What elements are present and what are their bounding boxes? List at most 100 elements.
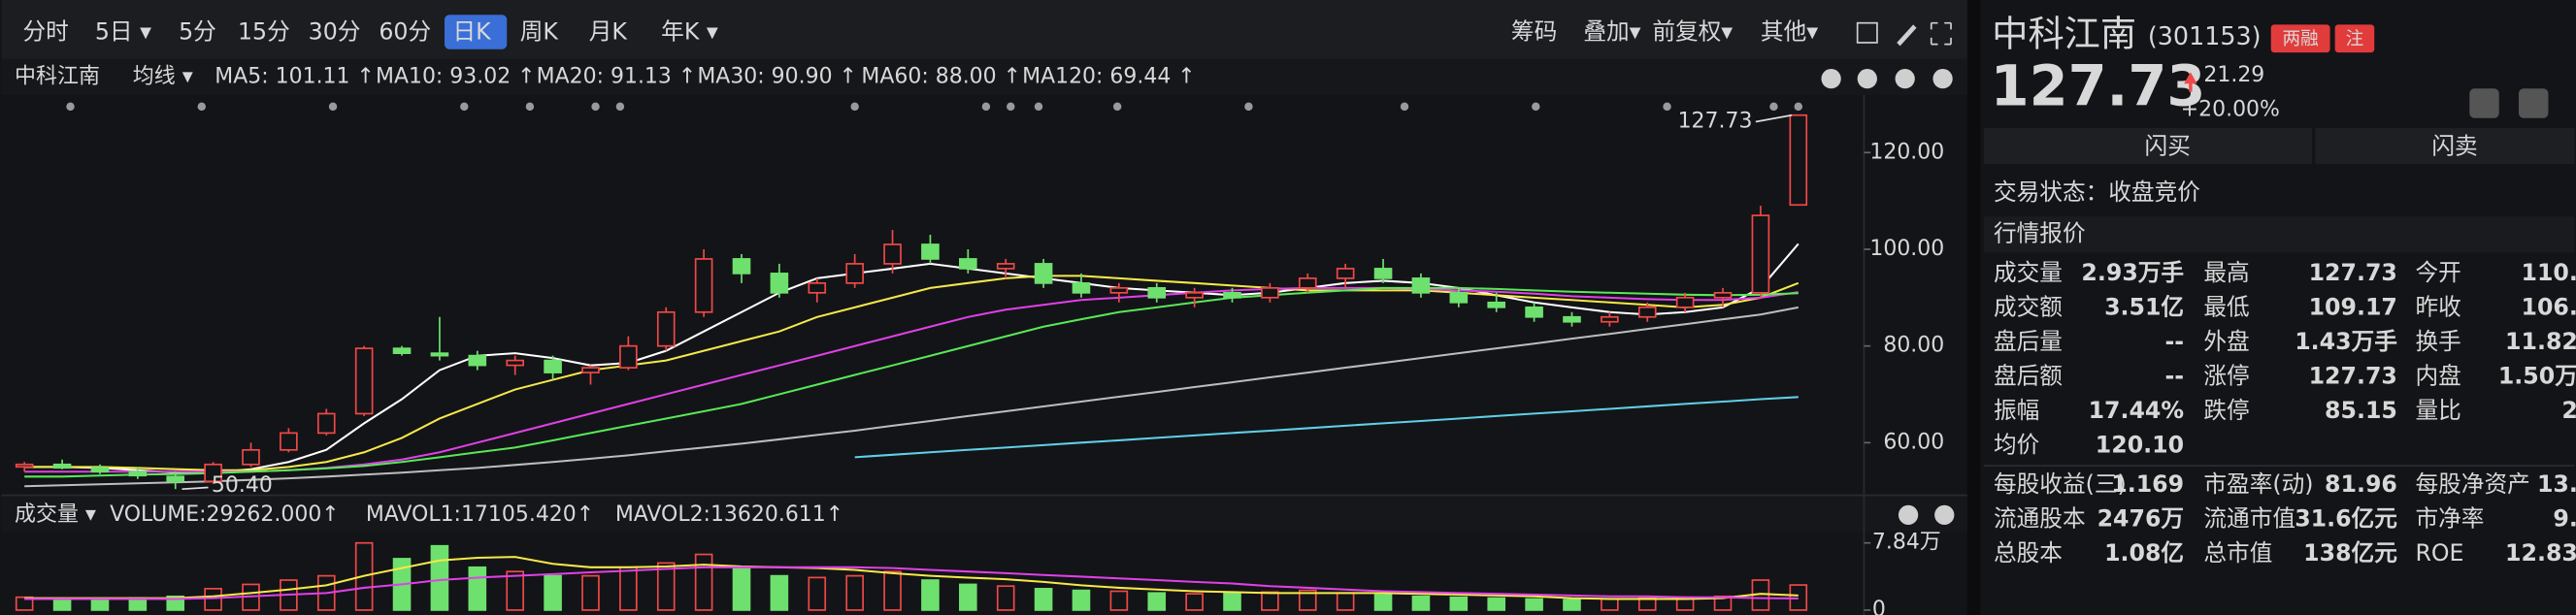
quote-label: 每股净资产	[2415, 470, 2529, 498]
button-bg[interactable]	[1983, 127, 2312, 165]
tab[interactable]: 5分	[179, 17, 216, 45]
volume-title[interactable]: 成交量 ▾	[15, 502, 96, 527]
quote-label: 市净率	[2415, 504, 2484, 532]
candle-body	[921, 243, 940, 260]
zoom-out[interactable]	[1821, 69, 1841, 89]
add-button[interactable]	[2469, 88, 2499, 118]
candle-body	[354, 347, 374, 415]
ma-line	[24, 306, 1799, 488]
quote-label: 均价	[1994, 431, 2039, 458]
quote-value: 1.43万手	[2295, 328, 2397, 355]
quote-label: 今开	[2415, 259, 2460, 286]
volume-bar	[1223, 592, 1241, 611]
zoom-in[interactable]	[1857, 69, 1877, 89]
quote-label: 盘后量	[1994, 328, 2063, 355]
volume-bar	[1336, 592, 1355, 611]
candle-body	[1789, 113, 1808, 207]
settings[interactable]	[1898, 504, 1919, 526]
tab[interactable]: 30分	[309, 17, 361, 45]
section-title: 行情报价	[1994, 219, 2086, 246]
tab[interactable]: 年K ▾	[661, 17, 718, 45]
tool[interactable]: 筹码	[1511, 17, 1557, 45]
quote-value: 1.08亿	[2104, 539, 2184, 566]
close[interactable]	[1932, 69, 1953, 89]
quote-label: 最高	[2203, 259, 2249, 286]
volume-bar	[1034, 588, 1053, 611]
quote-value: --	[2164, 328, 2184, 355]
volume-bar	[1601, 598, 1619, 611]
candle-body	[845, 263, 864, 284]
volume-bar	[1261, 591, 1279, 611]
tab[interactable]: 5日 ▾	[95, 17, 151, 45]
icon[interactable]	[1930, 21, 1952, 46]
tab[interactable]: 60分	[379, 17, 431, 45]
legend-item: MA10: 93.02 ↑	[376, 64, 536, 88]
tab[interactable]: 周K	[520, 17, 560, 45]
volume-bar	[694, 553, 713, 611]
gutter	[1966, 0, 1981, 615]
quote-label: 涨停	[2203, 362, 2249, 389]
legend-item: MA20: 91.13 ↑	[537, 64, 697, 88]
tab[interactable]: 15分	[238, 17, 290, 45]
toolbar-icons[interactable]	[1856, 21, 1952, 47]
badge-text: 两融	[2283, 29, 2319, 49]
candle-body	[656, 310, 676, 347]
candle-body	[392, 347, 412, 354]
quote-label: 流通股本	[1994, 504, 2086, 532]
volume-bar	[468, 566, 487, 611]
candle-body	[242, 448, 260, 466]
candle-body	[1487, 301, 1506, 308]
quote-value: 138亿元	[2303, 539, 2397, 566]
buy-button[interactable]: 闪买	[2145, 133, 2191, 160]
quote-value: 85.15	[2325, 397, 2397, 424]
quote-value: 2.93万手	[2081, 259, 2184, 286]
icon[interactable]	[1856, 21, 1878, 44]
volume-bar	[1, 495, 1967, 532]
candle-body	[1336, 268, 1355, 279]
quote-code: (301153)	[2148, 21, 2262, 50]
active-tab[interactable]	[444, 15, 508, 49]
volume-bar	[506, 570, 524, 611]
close[interactable]	[1934, 504, 1955, 526]
tab[interactable]: 日K	[452, 17, 492, 45]
candle-body	[732, 258, 751, 275]
tool[interactable]: 前复权▾	[1652, 17, 1733, 45]
price: 127.73	[1991, 54, 2206, 119]
change: 21.29	[2203, 63, 2264, 87]
quote-label: 市盈率(动)	[2203, 470, 2313, 498]
y-tick-label: 120.00	[1869, 140, 1944, 164]
legend-item: MA5: 101.11 ↑	[215, 64, 375, 88]
volume-bar	[883, 570, 902, 611]
tool[interactable]: 叠加▾	[1583, 17, 1640, 45]
ma-menu[interactable]: 均线 ▾	[133, 64, 193, 88]
quote-label: 总股本	[1994, 539, 2063, 566]
button-bg[interactable]	[2315, 127, 2575, 165]
tab[interactable]: 月K	[589, 17, 629, 45]
quote-label: 外盘	[2203, 328, 2249, 355]
ma-line	[24, 275, 1800, 471]
tool[interactable]: 其他▾	[1761, 17, 1818, 45]
stock-name: 中科江南	[15, 64, 100, 88]
quote-label: 换手	[2415, 328, 2460, 355]
quote-label: 昨收	[2415, 293, 2460, 320]
sell-button[interactable]: 闪卖	[2431, 133, 2477, 160]
quote-value: 3.51亿	[2104, 293, 2184, 320]
volume-bar	[656, 562, 676, 611]
quote-value: 2	[2561, 397, 2576, 424]
candle-body	[1637, 306, 1657, 318]
icon[interactable]	[1897, 24, 1917, 47]
panel-controls[interactable]	[1821, 69, 1955, 526]
quote-label: 流通市值	[2203, 504, 2295, 532]
status: 交易状态：收盘竞价	[1994, 178, 2200, 206]
candle-body	[770, 273, 789, 294]
volume-bar	[921, 579, 940, 611]
settings[interactable]	[1895, 69, 1915, 89]
volume-bar	[430, 544, 449, 611]
alert-button[interactable]	[2519, 88, 2549, 118]
candle-body	[52, 463, 72, 469]
volume-bar	[808, 576, 827, 611]
annotation-arrow	[182, 486, 209, 491]
tab[interactable]: 分时	[22, 17, 68, 45]
candle-body	[1713, 291, 1733, 299]
